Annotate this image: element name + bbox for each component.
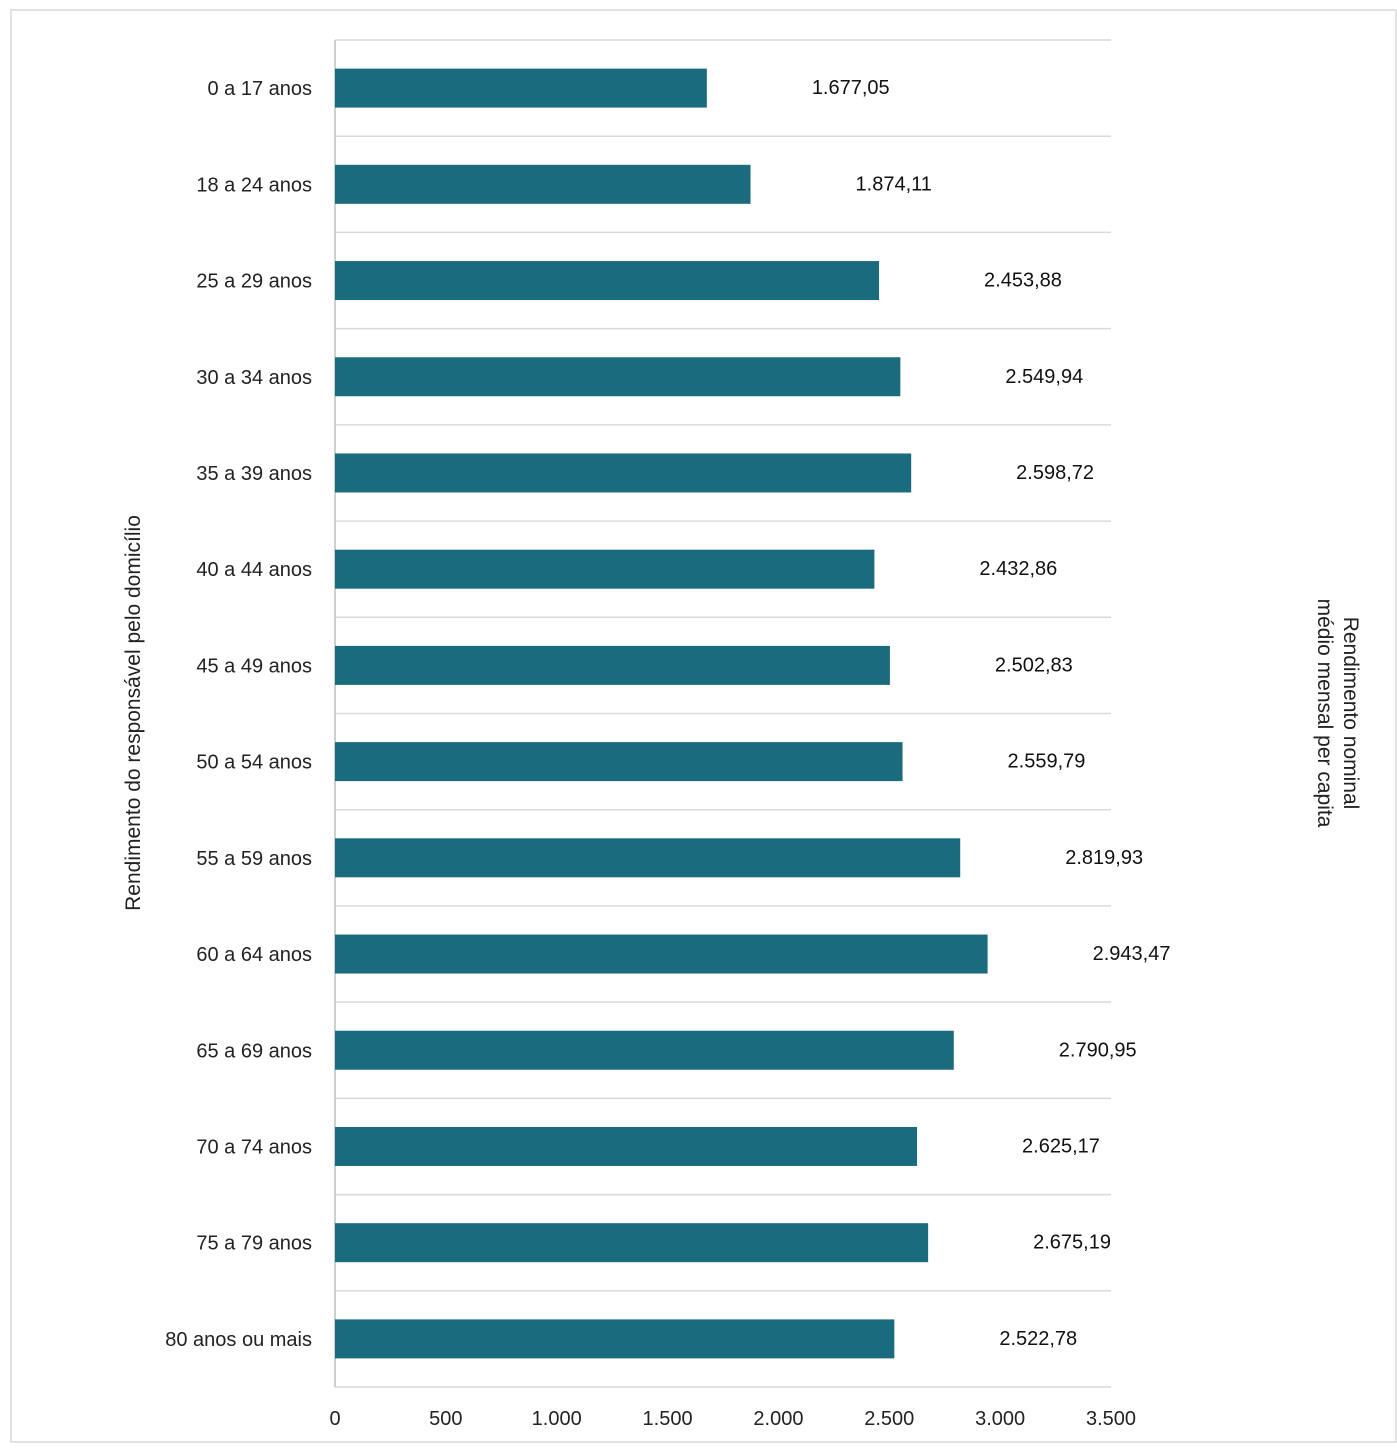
x-tick-label: 2.500 — [864, 1408, 914, 1430]
bar — [335, 357, 901, 397]
y-axis-title: Rendimento do responsável pelo domicílio — [122, 515, 145, 911]
data-label: 1.677,05 — [812, 77, 890, 99]
category-label: 65 a 69 anos — [196, 1040, 312, 1062]
data-label: 2.522,78 — [999, 1328, 1077, 1350]
bar — [335, 1223, 929, 1263]
category-label: 30 a 34 anos — [196, 367, 312, 389]
bar — [335, 164, 751, 204]
category-label: 55 a 59 anos — [196, 848, 312, 870]
chart-border — [10, 9, 1397, 1443]
bar — [335, 742, 903, 782]
category-labels: 0 a 17 anos 18 a 24 anos 25 a 29 anos 30 a … — [165, 78, 312, 1351]
x-tick-label: 1.000 — [532, 1408, 582, 1430]
data-label: 2.432,86 — [979, 558, 1057, 580]
data-label: 2.453,88 — [984, 270, 1062, 292]
bar — [335, 1126, 918, 1166]
category-label: 60 a 64 anos — [196, 944, 312, 966]
x-tick-label: 3.000 — [975, 1408, 1025, 1430]
x-tick-label: 500 — [429, 1408, 462, 1430]
bar — [335, 1319, 895, 1359]
bar — [335, 261, 880, 301]
category-label: 18 a 24 anos — [196, 174, 312, 196]
category-label: 80 anos ou mais — [165, 1329, 312, 1351]
data-label: 2.819,93 — [1065, 847, 1143, 869]
category-label: 45 a 49 anos — [196, 655, 312, 677]
x-axis-title-line-1: Rendimento nominal — [1339, 617, 1362, 810]
data-label: 2.790,95 — [1059, 1039, 1137, 1061]
bar — [335, 1030, 954, 1070]
data-label: 2.675,19 — [1033, 1232, 1111, 1254]
category-label: 25 a 29 anos — [196, 271, 312, 293]
bar — [335, 549, 875, 589]
category-label: 35 a 39 anos — [196, 463, 312, 485]
data-label: 1.874,11 — [856, 173, 932, 195]
category-label: 0 a 17 anos — [207, 78, 312, 100]
bars — [335, 68, 988, 1359]
x-tick-label: 3.500 — [1086, 1408, 1136, 1430]
x-axis-title-line-2: médio mensal per capita — [1313, 599, 1336, 828]
bar — [335, 68, 707, 108]
data-label: 2.502,83 — [995, 654, 1073, 676]
x-axis-title: Rendimento nominal médio mensal per capi… — [1313, 599, 1362, 828]
x-tick-label: 0 — [329, 1408, 340, 1430]
bar — [335, 934, 988, 974]
data-label: 2.549,94 — [1005, 366, 1083, 388]
category-label: 70 a 74 anos — [196, 1136, 312, 1158]
data-label: 2.598,72 — [1016, 462, 1094, 484]
x-tick-labels: 0 500 1.000 1.500 2.000 2.500 3.000 3.500 — [329, 1408, 1136, 1430]
category-label: 75 a 79 anos — [196, 1233, 312, 1255]
x-tick-label: 2.000 — [753, 1408, 803, 1430]
data-label: 2.559,79 — [1008, 751, 1086, 773]
data-label: 2.625,17 — [1022, 1135, 1100, 1157]
category-label: 40 a 44 anos — [196, 559, 312, 581]
bar — [335, 453, 912, 493]
category-label: 50 a 54 anos — [196, 752, 312, 774]
bar — [335, 838, 961, 878]
grid-lines — [335, 39, 1111, 1388]
x-tick-label: 1.500 — [643, 1408, 693, 1430]
bar — [335, 645, 890, 685]
data-labels: 1.677,05 1.874,11 2.453,88 2.549,94 2.598,72… — [812, 77, 1171, 1350]
data-label: 2.943,47 — [1093, 943, 1171, 965]
